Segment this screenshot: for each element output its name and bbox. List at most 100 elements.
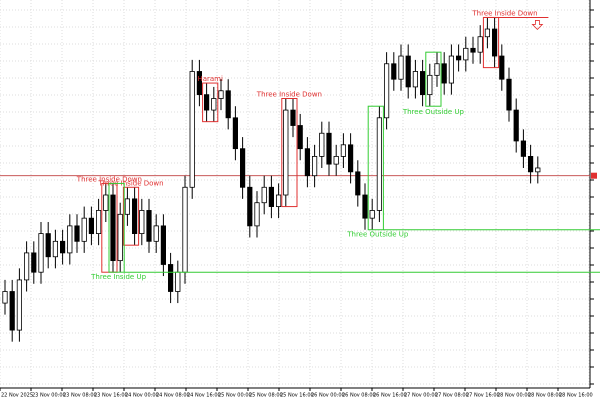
candle-body (398, 55, 404, 80)
candle-body (441, 63, 447, 84)
candle-body (146, 210, 152, 242)
time-label: 23 Nov 08:00 (63, 393, 97, 399)
candle-body (391, 63, 397, 80)
candle-body (355, 171, 361, 196)
candle-body (463, 47, 469, 61)
candle-body (124, 198, 130, 215)
candle-body (167, 264, 174, 292)
candle-body (175, 271, 181, 292)
price-marker (591, 172, 597, 179)
candle-body (412, 71, 419, 88)
candle-body (261, 186, 267, 204)
candle-body (311, 155, 318, 177)
pattern-label: Three Inside Down (97, 179, 163, 187)
candle-body (528, 155, 534, 173)
candle-body (376, 117, 383, 211)
candle-body (211, 98, 217, 111)
pattern-box (202, 82, 219, 123)
time-label: 25 Nov 08:00 (249, 393, 283, 399)
candle-body (189, 71, 195, 188)
time-label: 26 Nov 08:00 (342, 393, 376, 399)
candle-body (60, 240, 66, 254)
time-label: 25 Nov 16:00 (280, 393, 314, 399)
candle-body (491, 28, 498, 57)
time-label: 24 Nov 08:00 (156, 393, 190, 399)
candle-body (203, 94, 210, 111)
candle-body (196, 71, 202, 96)
candle-body (81, 217, 87, 242)
candle-body (419, 71, 426, 96)
candle-body (383, 63, 390, 119)
candle-body (290, 109, 296, 126)
candle-body (110, 194, 116, 262)
pattern-box (108, 182, 125, 273)
time-label: 27 Nov 16:00 (466, 393, 500, 399)
candle-body (2, 291, 8, 304)
candle-body (340, 144, 347, 157)
pattern-label: Three Inside Down (471, 9, 537, 17)
pattern-box (367, 105, 384, 231)
candle-body (182, 186, 188, 273)
candle-body (535, 167, 541, 173)
candle-body (434, 63, 440, 76)
candle-body (9, 291, 15, 331)
time-label: 25 Nov 00:00 (218, 393, 252, 399)
pattern-label: Three Inside Up (90, 273, 146, 281)
candle-body (88, 217, 94, 235)
candle-body (304, 148, 311, 177)
pattern-label: Three Outside Up (402, 108, 465, 116)
candle-body (225, 90, 231, 119)
candle-body (427, 74, 433, 96)
candle-body (139, 210, 145, 235)
candle-body (520, 140, 527, 157)
candle-body (333, 155, 339, 165)
pattern-label: Three Inside Down (256, 91, 322, 99)
pattern-label: Three Outside Up (346, 231, 409, 239)
candle-body (38, 233, 44, 273)
candle-body (326, 132, 332, 165)
candle-body (67, 225, 73, 254)
candle-body (96, 210, 102, 235)
time-label: 23 Nov 00:00 (32, 393, 66, 399)
candle-body (239, 148, 246, 188)
time-label: 26 Nov 00:00 (311, 393, 345, 399)
candle-body (131, 198, 138, 235)
time-label: 27 Nov 08:00 (435, 393, 469, 399)
candle-body (16, 279, 23, 331)
candle-body (45, 233, 51, 258)
candle-body (31, 252, 37, 273)
time-label: 23 Nov 16:00 (94, 393, 128, 399)
candle-body (232, 117, 238, 150)
candle-body (470, 47, 476, 53)
candle-body (477, 36, 483, 53)
time-label: 28 Nov 08:00 (528, 393, 562, 399)
time-label: 27 Nov 00:00 (404, 393, 438, 399)
time-label: 24 Nov 00:00 (125, 393, 159, 399)
pattern-label: Three Inside Down (76, 175, 142, 183)
candle-body (448, 55, 455, 84)
candle-body (283, 109, 289, 196)
candle-body (254, 202, 260, 227)
candle-body (506, 78, 512, 111)
candle-body (362, 194, 368, 219)
time-label: 28 Nov 00:00 (497, 393, 531, 399)
candle-body (499, 55, 505, 80)
candle-body (74, 225, 80, 242)
time-label: 28 Nov 16:00 (559, 393, 593, 399)
candle-body (405, 55, 411, 88)
candle-body (117, 213, 123, 262)
candle-body (160, 225, 166, 265)
candle-body (153, 225, 159, 242)
candle-body (369, 210, 375, 219)
candle-body (347, 144, 354, 173)
candle-body (484, 28, 491, 38)
candle-body (52, 240, 59, 258)
time-label: 24 Nov 16:00 (187, 393, 221, 399)
candle-body (455, 55, 462, 61)
pattern-box (122, 186, 140, 246)
candle-body (268, 186, 275, 207)
candle-body (297, 125, 303, 150)
time-label: 22 Nov 2025 (1, 393, 33, 399)
candle-body (319, 132, 325, 157)
candle-body (275, 194, 282, 207)
